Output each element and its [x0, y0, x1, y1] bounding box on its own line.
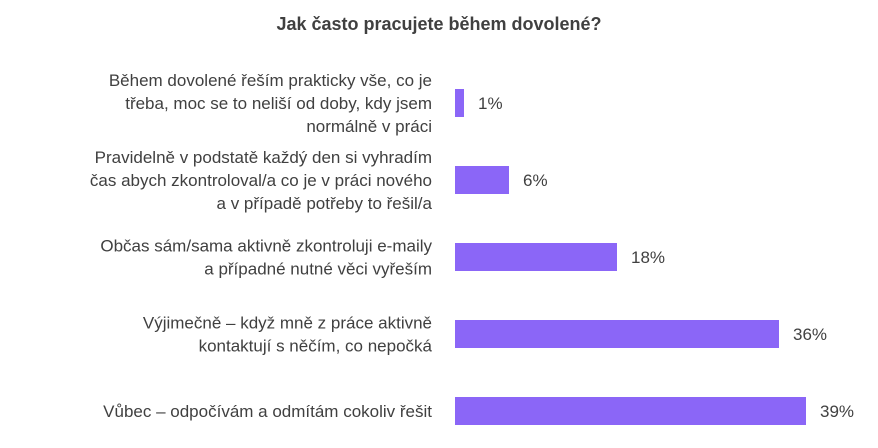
category-label-0-line-2: normálně v práci: [306, 117, 432, 136]
category-label-2-line-1: a případné nutné věci vyřeším: [204, 260, 432, 279]
bar-1: [455, 166, 509, 194]
data-label-4: 39%: [820, 402, 854, 421]
category-label-1-line-1: čas abych zkontroloval/a co je v práci n…: [90, 171, 432, 190]
category-label-4-line-0: Vůbec – odpočívám a odmítám cokoliv řeši…: [103, 402, 432, 421]
category-label-3-line-1: kontaktují s něčím, co nepočká: [199, 337, 433, 356]
category-label-1-line-0: Pravidelně v podstatě každý den si vyhra…: [95, 148, 432, 167]
bar-4: [455, 397, 806, 425]
category-label-0-line-0: Během dovolené řeším prakticky vše, co j…: [109, 71, 432, 90]
bar-2: [455, 243, 617, 271]
category-label-1-line-2: a v případě potřeby to řešil/a: [217, 194, 433, 213]
category-label-3-line-0: Výjimečně – když mně z práce aktivně: [143, 314, 432, 333]
data-label-0: 1%: [478, 94, 503, 113]
data-label-3: 36%: [793, 325, 827, 344]
data-label-2: 18%: [631, 248, 665, 267]
data-label-1: 6%: [523, 171, 548, 190]
bar-0: [455, 89, 464, 117]
category-label-0-line-1: třeba, moc se to neliší od doby, kdy jse…: [125, 94, 432, 113]
category-label-2-line-0: Občas sám/sama aktivně zkontroluji e-mai…: [100, 237, 432, 256]
bar-3: [455, 320, 779, 348]
chart-title: Jak často pracujete během dovolené?: [276, 14, 602, 34]
